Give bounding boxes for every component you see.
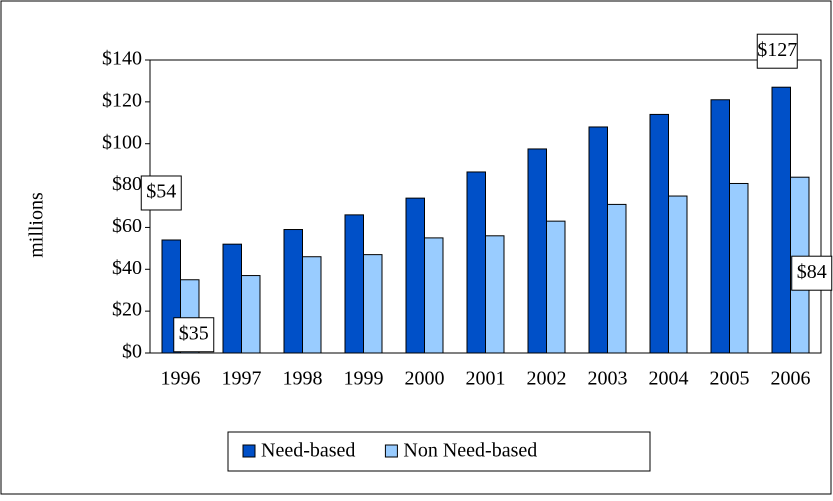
x-tick-label: 1998 <box>283 368 323 390</box>
x-tick-label: 1997 <box>222 368 262 390</box>
bar <box>363 254 383 354</box>
y-tick-label: $80 <box>112 173 142 195</box>
bar <box>485 235 505 354</box>
bar <box>771 86 791 354</box>
y-tick-label: $120 <box>102 89 142 111</box>
bar <box>729 182 749 354</box>
x-tick-label: 1999 <box>344 368 384 390</box>
bar <box>283 229 303 354</box>
x-tick-label: 2002 <box>527 368 567 390</box>
data-label: $35 <box>179 322 209 344</box>
bar <box>668 195 688 354</box>
bar <box>466 171 486 354</box>
legend-swatch <box>384 444 398 458</box>
y-tick-label: $60 <box>112 215 142 237</box>
bar <box>302 256 322 354</box>
bar <box>424 237 444 354</box>
legend-box <box>227 431 651 472</box>
y-tick-label: $100 <box>102 131 142 153</box>
bar <box>405 197 425 354</box>
data-label-box <box>140 175 182 211</box>
legend-label: Need-based <box>261 440 355 462</box>
y-axis-label: millions <box>26 192 48 258</box>
bar <box>588 126 608 354</box>
y-tick-label: $140 <box>102 48 142 70</box>
data-label: $127 <box>757 39 797 61</box>
x-tick-label: 2004 <box>649 368 689 390</box>
legend-swatch <box>242 444 256 458</box>
x-tick-label: 2005 <box>710 368 750 390</box>
x-tick-label: 2001 <box>466 368 506 390</box>
bar <box>527 148 547 354</box>
bar <box>710 99 730 354</box>
data-label-box <box>791 255 833 291</box>
x-tick-label: 2000 <box>405 368 445 390</box>
y-tick-label: $0 <box>122 341 142 363</box>
x-tick-label: 1996 <box>161 368 201 390</box>
data-label-box <box>756 33 798 69</box>
data-label-box <box>173 317 215 353</box>
bar <box>546 220 566 354</box>
bar <box>344 214 364 354</box>
y-tick-label: $40 <box>112 257 142 279</box>
data-label: $54 <box>146 181 176 203</box>
bar <box>222 243 242 354</box>
data-label: $84 <box>797 261 827 283</box>
bar <box>649 113 669 354</box>
bar <box>241 275 261 354</box>
x-tick-label: 2003 <box>588 368 628 390</box>
x-tick-label: 2006 <box>771 368 811 390</box>
bar <box>607 203 627 354</box>
legend-label: Non Need-based <box>403 440 537 462</box>
y-tick-label: $20 <box>112 299 142 321</box>
